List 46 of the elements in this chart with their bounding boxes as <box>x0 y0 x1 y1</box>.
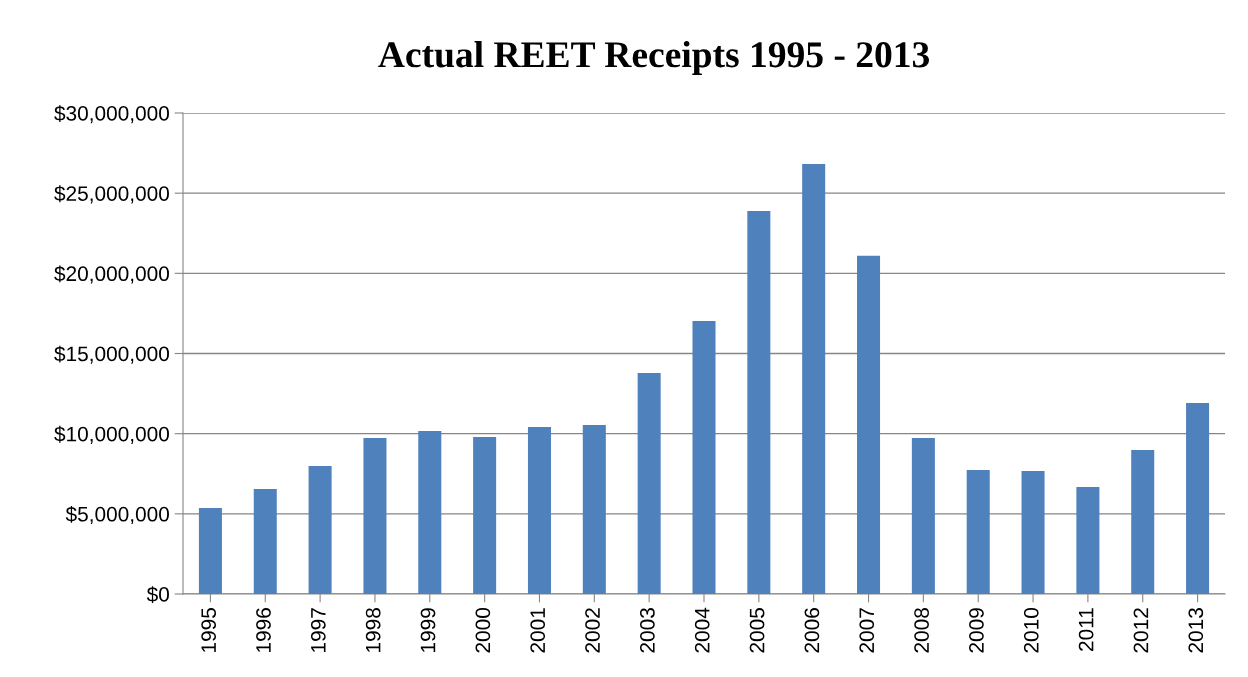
y-tick-label: $15,000,000 <box>54 345 169 364</box>
x-tick-label: 2012 <box>1133 608 1149 653</box>
y-tick-label: $5,000,000 <box>65 505 169 525</box>
x-tick-label: 2001 <box>530 608 546 653</box>
bar <box>1186 402 1210 594</box>
bar <box>802 163 826 594</box>
x-tick-label: 2002 <box>585 608 600 653</box>
bar <box>253 488 277 594</box>
bar <box>911 438 935 594</box>
bar <box>966 469 990 594</box>
y-tick-label: $30,000,000 <box>54 105 169 124</box>
x-tick-label: 1997 <box>310 608 326 652</box>
y-tick-label: $0 <box>146 586 169 603</box>
bar <box>527 426 551 594</box>
y-tick-label: $20,000,000 <box>54 265 169 284</box>
bar <box>1076 487 1100 594</box>
x-tick-label: 2000 <box>475 608 491 653</box>
chart-title: Actual REET Receipts 1995 - 2013 <box>378 41 930 75</box>
x-tick-label: 1999 <box>420 608 436 652</box>
bar <box>363 438 387 594</box>
bar <box>1131 450 1155 594</box>
x-tick-label: 1995 <box>201 608 217 652</box>
bar <box>747 210 771 594</box>
x-tick-label: 1998 <box>365 608 381 652</box>
x-tick-label: 2011 <box>1078 608 1094 651</box>
x-tick-label: 2009 <box>969 608 984 653</box>
bar <box>418 430 442 594</box>
x-tick-label: 2008 <box>914 608 929 653</box>
bar <box>473 437 497 594</box>
bar <box>857 255 881 594</box>
x-tick-label: 2004 <box>694 607 710 653</box>
x-tick-label: 2005 <box>749 608 765 653</box>
x-tick-label: 2006 <box>804 608 820 653</box>
x-tick-label: 2007 <box>859 608 875 653</box>
x-tick-label: 2010 <box>1023 608 1039 653</box>
bar <box>582 425 606 594</box>
y-tick-label: $25,000,000 <box>54 185 169 204</box>
bar <box>1021 471 1045 594</box>
bar <box>692 320 716 594</box>
bar <box>198 508 222 594</box>
y-tick-label: $10,000,000 <box>54 425 169 444</box>
bar <box>308 466 332 594</box>
x-tick-label: 2013 <box>1188 608 1204 653</box>
bar <box>637 372 661 594</box>
x-tick-label: 1996 <box>256 608 271 652</box>
x-tick-label: 2003 <box>640 608 655 653</box>
